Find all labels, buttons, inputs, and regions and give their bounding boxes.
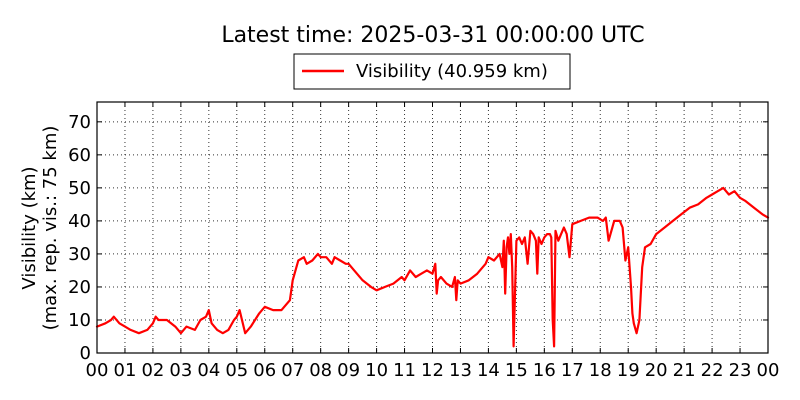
x-tick-label: 00 — [757, 360, 780, 381]
x-tick-label: 18 — [589, 360, 612, 381]
x-tick-label: 15 — [505, 360, 528, 381]
grid — [97, 102, 768, 353]
y-axis-label: Visibility (km) (max. rep. vis.: 75 km) — [19, 126, 61, 331]
y-tick-labels: 0 10 20 30 40 50 60 70 — [68, 112, 91, 364]
x-tick-label: 21 — [673, 360, 696, 381]
x-tick-label: 02 — [141, 360, 164, 381]
x-tick-label: 19 — [617, 360, 640, 381]
x-tick-label: 20 — [645, 360, 668, 381]
x-tick-label: 12 — [421, 360, 444, 381]
x-tick-label: 16 — [533, 360, 556, 381]
x-tick-labels: 00 01 02 03 04 05 06 07 08 09 10 11 12 13 14 15 16 17 18 19… — [86, 360, 780, 381]
y-axis-label-line1: Visibility (km) — [19, 166, 40, 289]
x-tick-label: 11 — [393, 360, 416, 381]
x-tick-label: 14 — [477, 360, 500, 381]
x-tick-label: 13 — [449, 360, 472, 381]
y-tick-label: 10 — [68, 310, 91, 331]
x-tick-label: 04 — [197, 360, 220, 381]
legend-label: Visibility (40.959 km) — [356, 61, 548, 82]
x-tick-label: 06 — [253, 360, 276, 381]
chart-title: Latest time: 2025-03-31 00:00:00 UTC — [221, 23, 644, 48]
visibility-series-line — [95, 186, 770, 348]
y-tick-label: 20 — [68, 277, 91, 298]
legend: Visibility (40.959 km) — [293, 53, 571, 90]
y-tick-label: 60 — [68, 145, 91, 166]
y-tick-label: 50 — [68, 178, 91, 199]
x-tick-label: 09 — [337, 360, 360, 381]
x-tick-label: 17 — [561, 360, 584, 381]
x-tick-label: 01 — [114, 360, 137, 381]
x-tick-label: 23 — [729, 360, 752, 381]
x-tick-label: 00 — [86, 360, 109, 381]
y-tick-label: 30 — [68, 244, 91, 265]
x-tick-label: 05 — [225, 360, 248, 381]
x-tick-label: 22 — [701, 360, 724, 381]
plot-frame — [96, 101, 769, 354]
x-tick-label: 10 — [365, 360, 388, 381]
y-tick-label: 0 — [80, 343, 91, 364]
x-tick-label: 03 — [169, 360, 192, 381]
x-tick-label: 07 — [281, 360, 304, 381]
series-layer — [95, 186, 770, 348]
ticks — [96, 102, 769, 354]
y-tick-label: 70 — [68, 112, 91, 133]
y-tick-label: 40 — [68, 211, 91, 232]
x-tick-label: 08 — [309, 360, 332, 381]
y-axis-label-line2: (max. rep. vis.: 75 km) — [40, 126, 61, 331]
